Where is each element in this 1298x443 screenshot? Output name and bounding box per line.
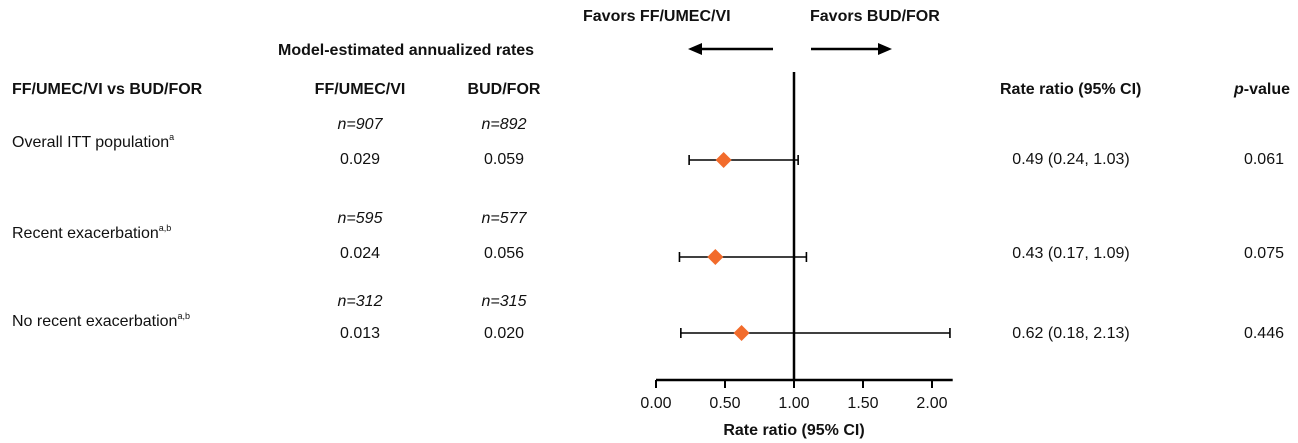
row-rr-text: 0.62 (0.18, 2.13) (1012, 325, 1130, 342)
rate-ratio-column-header: Rate ratio (95% CI) (1000, 81, 1142, 98)
favors-left-label: Favors FF/UMEC/VI (583, 8, 731, 25)
forest-row-mark (678, 249, 808, 265)
row-label-no-recent: No recent exacerbationa,b (12, 311, 190, 331)
p-suffix: -value (1243, 81, 1290, 98)
point-estimate-diamond (715, 152, 732, 168)
row-p-value: 0.075 (1243, 245, 1284, 262)
row-label-text: Recent exacerbation (12, 225, 159, 242)
row-rr-text: 0.43 (0.17, 1.09) (1012, 245, 1130, 262)
x-axis-label: Rate ratio (95% CI) (723, 422, 864, 439)
arm2-column-header: BUD/FOR (467, 81, 541, 98)
favors-right-label: Favors BUD/FOR (810, 8, 940, 25)
arrow-right-head (878, 43, 892, 55)
point-estimate-diamond (707, 249, 724, 265)
x-tick-label: 0.00 (640, 395, 671, 412)
arrow-left-head (688, 43, 702, 55)
p-letter: p (1233, 81, 1244, 98)
arm1-column-header: FF/UMEC/VI (314, 81, 406, 98)
row-n1: n=595 (337, 210, 383, 227)
x-tick-label: 0.50 (709, 395, 740, 412)
point-estimate-diamond (733, 325, 750, 341)
row-label-overall: Overall ITT populationa (12, 132, 174, 152)
row-rate1: 0.029 (339, 151, 381, 168)
row-p-value: 0.446 (1243, 325, 1284, 342)
x-tick-label: 1.50 (847, 395, 878, 412)
row-p-value: 0.061 (1243, 151, 1284, 168)
p-value-column-header: p-value (1234, 81, 1290, 99)
x-tick-label: 1.00 (778, 395, 809, 412)
row-label-superscript: a,b (177, 311, 190, 321)
row-rate1: 0.013 (339, 325, 381, 342)
row-label-superscript: a (169, 132, 175, 142)
row-n1: n=312 (337, 293, 383, 310)
x-axis: 0.00 0.50 1.00 1.50 2.00 Rate ratio (95% CI) (640, 378, 953, 439)
row-rr-text: 0.49 (0.24, 1.03) (1012, 151, 1130, 168)
row-label-recent: Recent exacerbationa,b (12, 223, 171, 243)
x-tick-label: 2.00 (916, 395, 947, 412)
forest-marks (678, 152, 951, 341)
row-n1: n=907 (337, 116, 383, 133)
row-n2: n=892 (481, 116, 527, 133)
row-rate1: 0.024 (339, 245, 381, 262)
row-n2: n=577 (481, 210, 527, 227)
row-label-superscript: a,b (158, 223, 172, 233)
row-n2: n=315 (481, 293, 527, 310)
row-rate2: 0.059 (483, 151, 525, 168)
row-label-text: No recent exacerbation (12, 313, 178, 330)
forest-row-mark (680, 325, 951, 341)
model-rates-header: Model-estimated annualized rates (278, 42, 535, 59)
direction-arrows (688, 43, 892, 55)
row-rate2: 0.056 (483, 245, 525, 262)
forest-row-mark (688, 152, 799, 168)
row-label-text: Overall ITT population (12, 134, 170, 151)
comparison-column-header: FF/UMEC/VI vs BUD/FOR (12, 81, 203, 98)
row-rate2: 0.020 (483, 325, 525, 342)
